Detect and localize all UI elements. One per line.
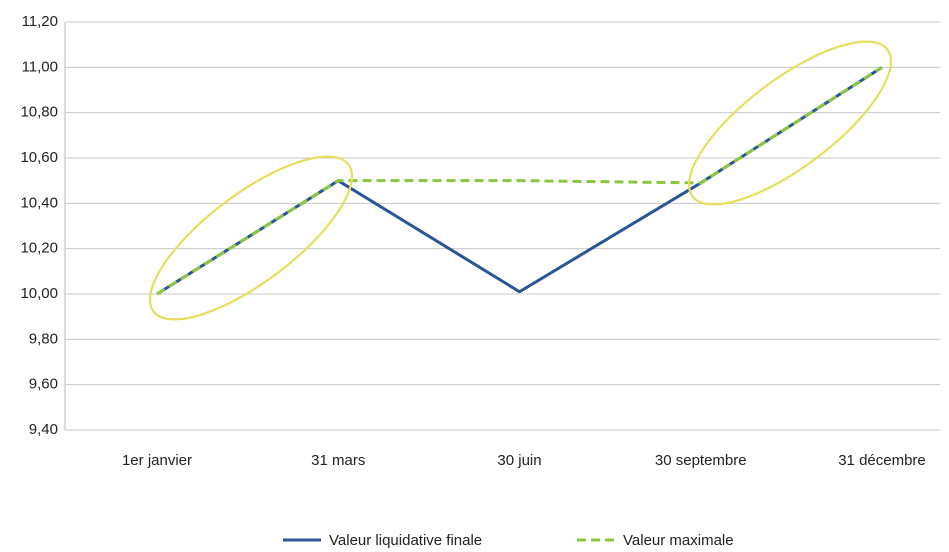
x-tick-label: 31 mars <box>311 452 365 469</box>
y-tick-label: 9,40 <box>29 421 58 438</box>
y-tick-label: 9,60 <box>29 376 58 393</box>
y-tick-label: 10,80 <box>20 104 58 121</box>
highlight-ellipse <box>148 155 354 321</box>
y-tick-label: 10,20 <box>20 240 58 257</box>
x-tick-label: 30 septembre <box>655 452 747 469</box>
legend-label: Valeur liquidative finale <box>329 532 482 549</box>
y-tick-label: 10,00 <box>20 285 58 302</box>
y-tick-label: 10,60 <box>20 149 58 166</box>
y-tick-label: 11,20 <box>22 13 58 30</box>
y-tick-label: 11,00 <box>22 58 58 75</box>
x-tick-label: 30 juin <box>497 452 541 469</box>
highlight-ellipse <box>687 40 893 206</box>
y-tick-label: 9,80 <box>29 330 58 347</box>
x-tick-label: 31 décembre <box>838 452 926 469</box>
y-tick-label: 10,40 <box>20 194 58 211</box>
series-line <box>156 66 883 296</box>
x-tick-label: 1er janvier <box>122 452 192 469</box>
legend-label: Valeur maximale <box>623 532 734 549</box>
